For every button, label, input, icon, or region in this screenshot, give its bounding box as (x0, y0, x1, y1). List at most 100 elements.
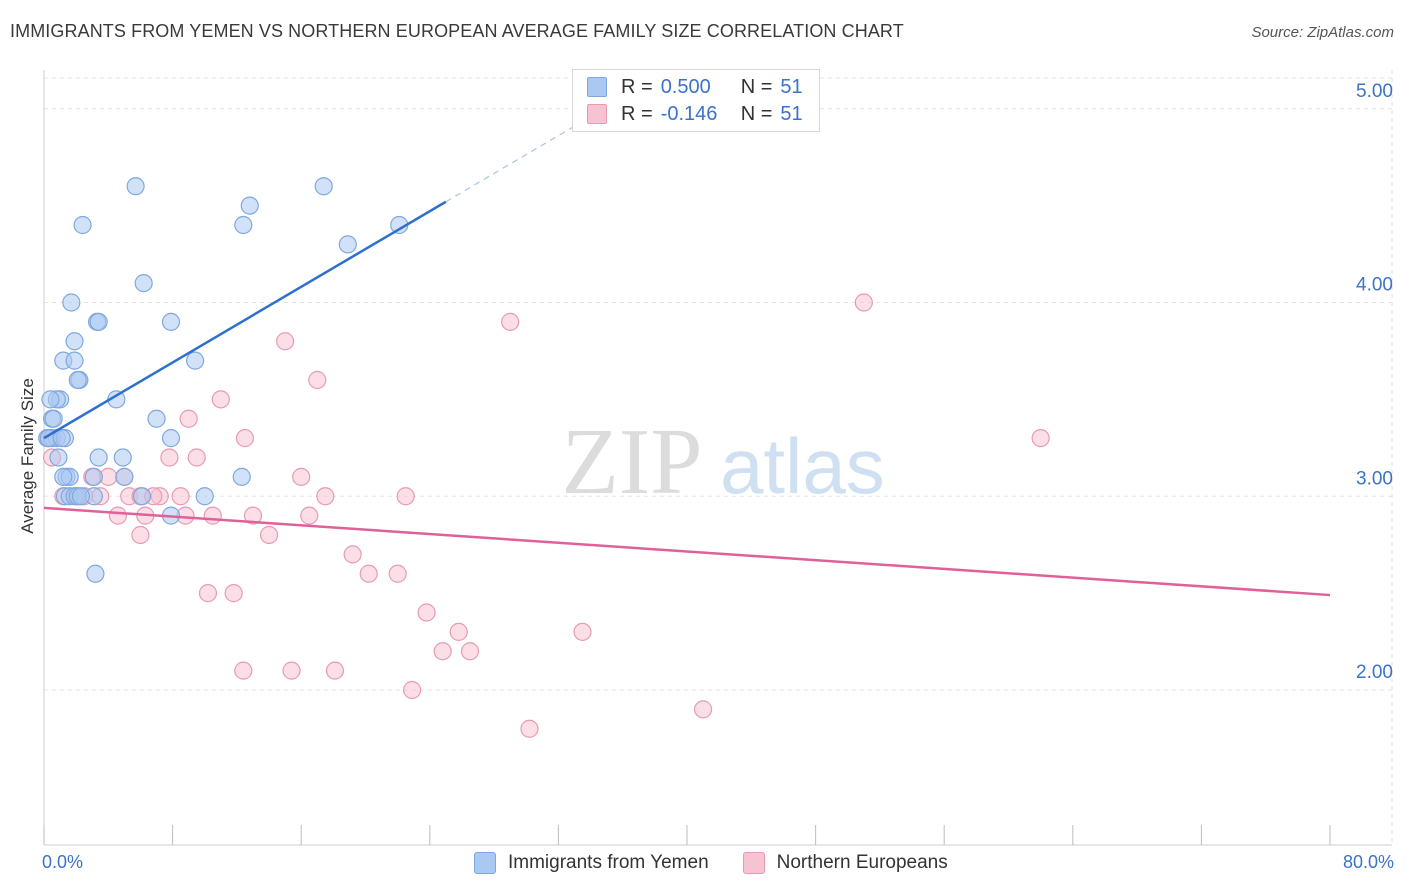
grid-lines (44, 70, 1393, 845)
point-yemen (65, 351, 84, 370)
point-northern (573, 622, 592, 641)
point-northern (198, 584, 218, 603)
legend-n-value-northern: 51 (780, 102, 803, 125)
legend-r-label: R = (621, 75, 653, 98)
legend-n-value-yemen: 51 (780, 75, 803, 98)
point-northern (325, 661, 345, 680)
point-yemen (126, 177, 145, 196)
point-yemen (338, 235, 357, 254)
point-yemen (147, 409, 166, 428)
point-yemen (161, 312, 181, 331)
x-tick-min: 0.0% (42, 852, 84, 872)
point-northern (403, 680, 422, 700)
point-northern (417, 603, 436, 622)
point-yemen (71, 487, 91, 506)
point-northern (131, 525, 150, 545)
legend-r-value-northern: -0.146 (660, 102, 718, 125)
series-yemen (38, 177, 409, 583)
point-northern (501, 312, 520, 331)
point-yemen (232, 467, 251, 486)
point-northern (276, 332, 295, 351)
point-yemen (52, 429, 71, 448)
point-northern (160, 448, 179, 467)
point-northern (292, 467, 311, 486)
point-yemen (132, 487, 152, 506)
point-yemen (54, 467, 73, 486)
point-yemen (62, 293, 81, 312)
point-yemen (134, 274, 153, 293)
x-tick-max: 80.0% (1342, 852, 1394, 872)
point-yemen (89, 448, 108, 467)
point-yemen (89, 312, 108, 331)
point-yemen (73, 215, 92, 235)
point-yemen (86, 564, 105, 583)
point-yemen (161, 429, 181, 448)
y-tick-label: 5.00 (1356, 81, 1393, 102)
point-yemen (195, 487, 214, 506)
point-northern (396, 487, 415, 506)
legend-swatch-pink (587, 104, 607, 124)
trend-lines (43, 125, 1331, 597)
y-tick-label: 3.00 (1356, 468, 1393, 489)
point-yemen (186, 351, 205, 370)
point-yemen (113, 448, 132, 467)
point-yemen (84, 467, 103, 486)
correlation-legend: R = 0.500 N = 51 R = -0.146 N = 51 (572, 69, 820, 132)
point-northern (171, 487, 190, 506)
legend-n-label: N = (740, 75, 773, 98)
point-northern (359, 564, 378, 583)
point-yemen (44, 409, 63, 428)
point-northern (108, 506, 128, 525)
point-northern (224, 584, 243, 603)
bottom-legend-yemen: Immigrants from Yemen (474, 852, 709, 874)
point-northern (235, 429, 255, 448)
point-yemen (234, 215, 253, 235)
point-northern (308, 370, 327, 390)
point-yemen (41, 390, 60, 409)
point-yemen (314, 177, 333, 196)
source-label: Source: ZipAtlas.com (1251, 24, 1394, 41)
point-northern (282, 661, 301, 680)
point-yemen (49, 448, 68, 467)
y-tick-label: 4.00 (1356, 275, 1393, 296)
bottom-swatch-pink (742, 852, 765, 874)
trend-line-yemen-extension (445, 125, 575, 203)
watermark-zip: ZIP (562, 410, 703, 514)
point-northern (1031, 429, 1050, 448)
point-northern (300, 506, 319, 525)
point-northern (520, 719, 539, 738)
bottom-legend-northern: Northern Europeans (742, 852, 948, 874)
point-northern (433, 642, 452, 661)
point-northern (211, 390, 230, 409)
bottom-legend: Immigrants from Yemen Northern Europeans (474, 852, 982, 874)
legend-n-label: N = (740, 102, 773, 125)
point-northern (234, 661, 253, 680)
legend-swatch-blue (587, 77, 607, 97)
bottom-swatch-blue (474, 852, 496, 874)
watermark: ZIP atlas (562, 410, 885, 514)
y-tick-label: 2.00 (1356, 662, 1393, 683)
legend-r-label: R = (621, 102, 653, 125)
point-northern (449, 622, 468, 641)
point-northern (388, 564, 407, 583)
point-yemen (68, 370, 87, 390)
trend-line-northern (43, 506, 1331, 597)
point-northern (460, 642, 480, 661)
chart-title: IMMIGRANTS FROM YEMEN VS NORTHERN EUROPE… (10, 21, 904, 41)
point-northern (316, 487, 335, 506)
point-northern (854, 293, 873, 312)
legend-row-yemen: R = 0.500 N = 51 (587, 75, 803, 99)
y-tick-labels: 2.00 3.00 4.00 5.00 (1356, 81, 1393, 683)
point-northern (259, 525, 279, 545)
point-yemen (240, 196, 259, 215)
point-northern (243, 506, 263, 525)
point-northern (203, 506, 222, 525)
watermark-atlas: atlas (720, 422, 885, 510)
trend-line-yemen (43, 200, 447, 440)
point-northern (187, 448, 206, 467)
point-northern (179, 409, 198, 428)
point-yemen (65, 332, 84, 351)
bottom-legend-label-northern: Northern Europeans (776, 852, 948, 873)
point-yemen (115, 467, 134, 486)
